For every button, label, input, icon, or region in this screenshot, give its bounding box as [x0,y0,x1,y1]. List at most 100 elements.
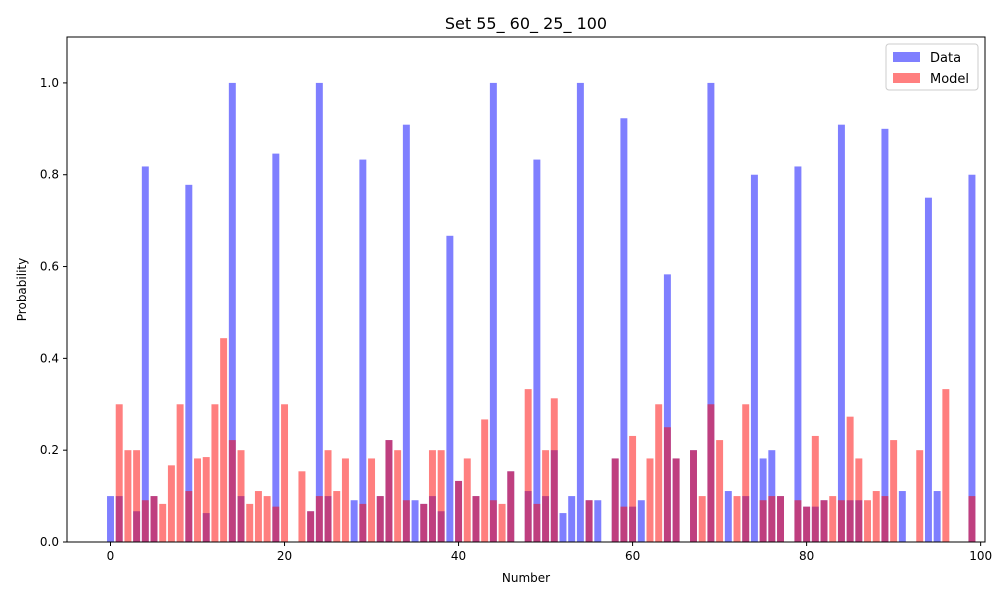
bar-model-40 [455,480,463,542]
bar-data-29 [359,159,367,542]
bar-model-48 [524,389,532,542]
bar-model-4 [141,500,149,542]
bar-model-67 [690,450,697,542]
bar-model-22 [298,471,306,542]
bar-model-55 [585,500,593,542]
bar-data-71 [724,491,732,542]
bar-data-69 [707,82,715,542]
bar-model-59 [620,506,628,542]
bar-model-10 [194,458,202,542]
bar-model-72 [733,496,741,542]
bar-model-30 [368,458,376,542]
x-axis-title: Number [502,571,550,585]
bar-model-24 [315,496,323,542]
bar-model-37 [428,450,436,542]
bar-model-41 [463,458,471,542]
bar-model-64 [663,427,671,542]
bar-model-2 [124,450,132,542]
bars-layer [107,82,976,543]
bar-model-82 [820,500,828,542]
bar-model-20 [281,404,289,542]
y-tick-label: 0.8 [40,168,59,182]
x-tick-label: 100 [969,549,992,563]
x-tick-label: 40 [451,549,466,563]
bar-data-0 [107,496,114,542]
y-tick-label: 1.0 [40,76,59,90]
bar-data-99 [968,174,976,542]
bar-data-74 [750,174,758,542]
bar-model-13 [220,338,228,542]
bar-model-15 [237,450,245,542]
bar-model-51 [550,398,558,542]
bar-model-96 [942,389,950,542]
legend: Data Model [885,43,979,91]
bar-model-69 [707,404,715,542]
chart-title: Set 55_ 60_ 25_ 100 [445,14,607,34]
x-tick-label: 0 [107,549,115,563]
bar-model-19 [272,506,280,542]
bar-model-76 [768,496,776,542]
bar-model-42 [472,496,480,542]
bar-data-35 [411,500,419,542]
bar-data-34 [402,124,410,542]
x-tick-label: 80 [799,549,814,563]
bar-model-11 [202,457,210,542]
bar-data-53 [568,496,576,542]
bar-model-25 [324,450,332,542]
plot-frame [66,36,986,543]
bar-data-4 [141,166,149,543]
bar-model-46 [507,471,515,542]
bar-model-29 [359,503,367,542]
bar-model-14 [228,440,236,542]
bar-model-70 [716,440,724,542]
bar-model-18 [263,496,271,542]
bar-model-79 [794,500,802,542]
bar-model-63 [655,404,663,542]
bar-model-99 [968,496,976,542]
bar-model-43 [481,419,489,542]
bar-model-68 [698,496,706,542]
bar-data-14 [228,82,236,542]
bar-model-44 [489,500,497,542]
bar-model-73 [742,404,750,542]
bar-model-77 [777,496,784,542]
bar-model-16 [246,503,254,542]
bar-data-52 [559,513,567,542]
x-tick-label: 60 [625,549,640,563]
bar-data-61 [637,500,645,542]
bar-model-36 [420,503,428,542]
bar-data-44 [489,82,497,542]
bar-data-49 [533,159,541,542]
bar-model-85 [846,416,854,542]
bar-model-23 [307,511,315,542]
bar-model-17 [254,491,262,542]
y-tick-label: 0.0 [40,535,59,549]
bar-model-5 [150,496,158,542]
bar-data-56 [594,500,602,542]
bar-model-84 [837,500,845,542]
y-tick-label: 0.6 [40,260,59,274]
bar-model-65 [672,458,680,542]
bar-model-12 [211,404,219,542]
bar-data-89 [881,128,889,542]
bar-data-39 [446,235,454,542]
bar-model-62 [646,458,654,542]
bar-model-50 [542,450,550,542]
bar-model-1 [115,404,123,542]
bar-data-95 [933,491,941,542]
bar-data-54 [576,82,584,542]
bar-model-80 [803,506,811,542]
bar-model-90 [890,440,898,542]
bar-model-81 [811,435,819,542]
bar-model-9 [185,491,193,542]
bar-model-34 [402,500,410,542]
bar-model-3 [133,450,141,542]
x-tick-label: 20 [277,549,292,563]
bar-data-19 [272,153,280,543]
legend-swatch-data [893,52,920,62]
bar-model-75 [759,500,767,542]
bar-data-84 [837,124,845,542]
ticks-layer: 0 20 40 60 80 100 0.0 0.2 0.4 0.6 0.8 1.0 [40,76,992,563]
bar-model-49 [533,503,541,542]
bar-model-6 [159,503,167,542]
